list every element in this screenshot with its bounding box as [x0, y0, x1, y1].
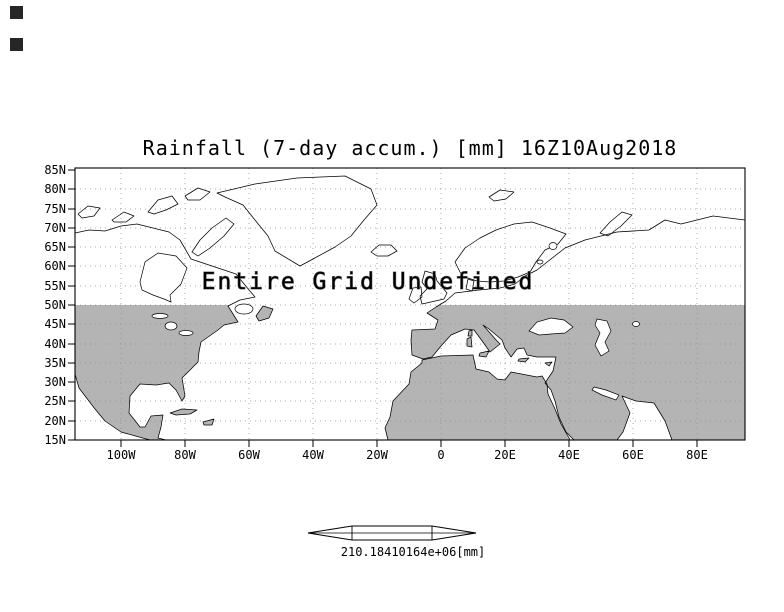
lat-label: 80N	[44, 182, 66, 196]
coastline-iceland	[370, 244, 398, 257]
window-square-icon-bottom[interactable]	[10, 38, 23, 51]
caspian-sea	[594, 318, 612, 357]
lat-label: 50N	[44, 298, 66, 312]
window-square-icon-top[interactable]	[10, 6, 23, 19]
lake-superior	[151, 313, 169, 319]
persian-gulf	[591, 386, 620, 401]
lat-label: 40N	[44, 337, 66, 351]
lat-label: 35N	[44, 356, 66, 370]
lat-label: 85N	[44, 163, 66, 177]
lat-label: 25N	[44, 394, 66, 408]
lon-label: 40W	[302, 448, 324, 462]
coastline-baffin-island	[191, 217, 235, 257]
lon-label: 20W	[366, 448, 388, 462]
coastline-arctic-island	[147, 195, 179, 215]
coastline-arctic-island	[184, 187, 211, 201]
graticule-grid	[75, 168, 745, 440]
longitude-ticks	[120, 440, 698, 447]
lat-label: 70N	[44, 221, 66, 235]
lon-label: 60W	[238, 448, 260, 462]
black-sea	[528, 317, 574, 336]
lon-label: 80E	[686, 448, 708, 462]
lon-label: 100W	[107, 448, 137, 462]
lake-ladoga	[536, 259, 544, 265]
entire-grid-undefined-label: Entire Grid Undefined	[202, 269, 535, 295]
lake-erie-ontario	[178, 330, 194, 336]
coastline-arctic-island	[77, 205, 101, 219]
lat-label: 55N	[44, 279, 66, 293]
gulf-of-st-lawrence	[234, 303, 254, 315]
colorbar-value-label: 210.18410164e+06[mm]	[341, 545, 486, 559]
lake-michigan-huron	[164, 321, 178, 331]
lon-label: 0	[437, 448, 444, 462]
lon-label: 60E	[622, 448, 644, 462]
latitude-ticks	[68, 169, 75, 441]
colorbar: 210.18410164e+06[mm]	[307, 525, 486, 559]
map-frame	[74, 167, 746, 441]
white-sea	[548, 242, 558, 250]
aral-sea	[632, 321, 640, 327]
map-area: Entire Grid Undefined	[75, 168, 745, 440]
lat-label: 30N	[44, 375, 66, 389]
latitude-axis-labels: 85N 80N 75N 70N 65N 60N 55N 50N 45N 40N …	[44, 163, 66, 447]
plot-title: Rainfall (7-day accum.) [mm] 16Z10Aug201…	[143, 136, 678, 160]
lat-label: 60N	[44, 259, 66, 273]
longitude-axis-labels: 100W 80W 60W 40W 20W 0 20E 40E 60E 80E	[107, 448, 708, 462]
coastline-greenland	[216, 175, 378, 267]
lat-label: 45N	[44, 317, 66, 331]
lon-label: 40E	[558, 448, 580, 462]
hudson-bay	[139, 252, 188, 303]
lon-label: 80W	[174, 448, 196, 462]
inland-seas-layer	[139, 242, 640, 401]
coastline-svalbard	[488, 189, 515, 202]
lat-label: 65N	[44, 240, 66, 254]
coastline-arctic-island	[111, 211, 135, 223]
lat-label: 20N	[44, 414, 66, 428]
lon-label: 20E	[494, 448, 516, 462]
lat-label: 75N	[44, 202, 66, 216]
lat-label: 15N	[44, 433, 66, 447]
